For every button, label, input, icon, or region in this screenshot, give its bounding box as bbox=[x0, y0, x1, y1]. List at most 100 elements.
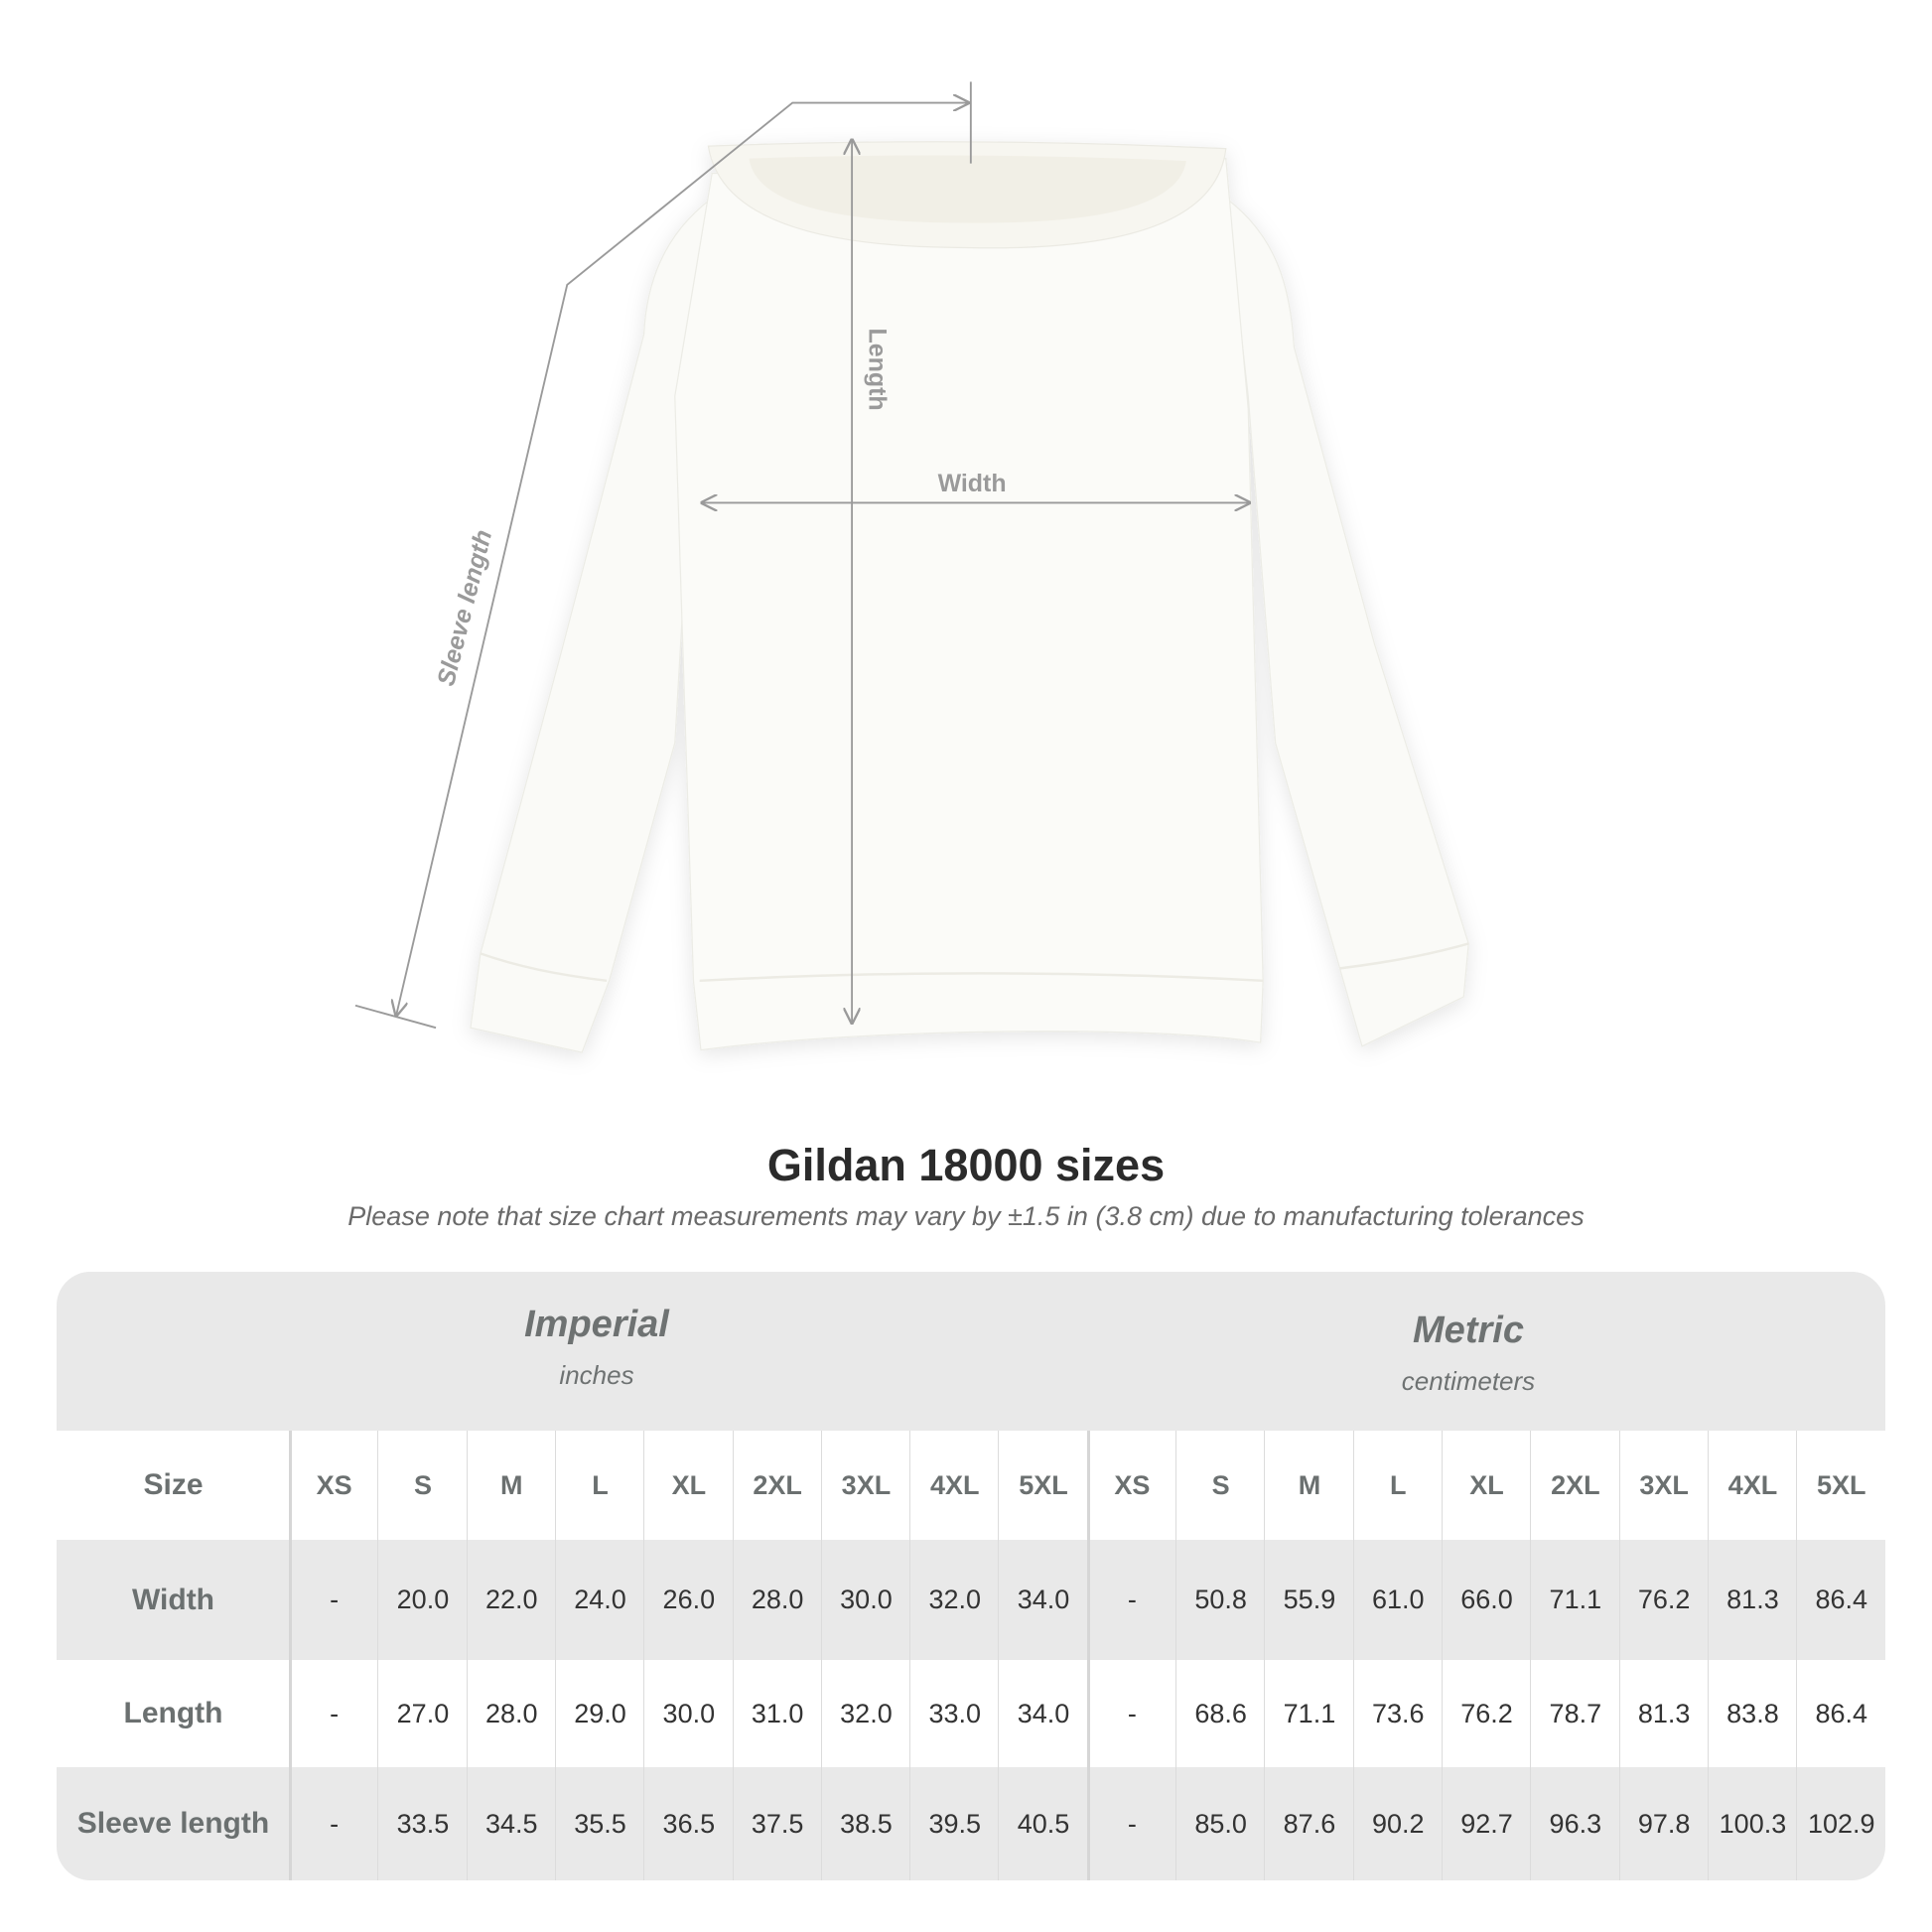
metric-value-cell: 66.0 bbox=[1460, 1585, 1513, 1614]
right-sleeve bbox=[1224, 197, 1469, 1047]
column-divider bbox=[1352, 1431, 1354, 1880]
imperial-value-cell: 34.0 bbox=[1017, 1585, 1070, 1614]
row-band-width bbox=[57, 1540, 1885, 1660]
imperial-value-cell: 34.0 bbox=[1017, 1698, 1070, 1728]
metric-size-header: M bbox=[1298, 1469, 1321, 1500]
metric-size-header: XS bbox=[1114, 1469, 1151, 1500]
metric-value-cell: 92.7 bbox=[1460, 1808, 1513, 1839]
column-divider bbox=[554, 1431, 556, 1880]
metric-value-cell: 102.9 bbox=[1807, 1808, 1875, 1839]
imperial-value-cell: 24.0 bbox=[574, 1585, 626, 1614]
imperial-value-cell: 32.0 bbox=[928, 1585, 982, 1614]
metric-value-cell: 55.9 bbox=[1283, 1585, 1336, 1614]
metric-value-cell: 100.3 bbox=[1719, 1808, 1787, 1839]
column-divider bbox=[1796, 1431, 1798, 1880]
size-header-label: Size bbox=[143, 1468, 204, 1501]
metric-value-cell: 71.1 bbox=[1549, 1585, 1602, 1614]
metric-value-cell: 68.6 bbox=[1194, 1698, 1247, 1728]
imperial-value-cell: - bbox=[330, 1585, 340, 1614]
column-divider bbox=[1530, 1431, 1532, 1880]
metric-value-cell: 86.4 bbox=[1815, 1585, 1868, 1614]
imperial-size-header: 2XL bbox=[753, 1469, 802, 1500]
metric-size-header: 3XL bbox=[1639, 1469, 1689, 1500]
size-table: Imperial inches Metric centimeters Size X… bbox=[57, 1272, 1885, 1880]
imperial-size-header: 4XL bbox=[929, 1469, 980, 1500]
imperial-size-header: L bbox=[592, 1469, 609, 1500]
imperial-value-cell: 34.5 bbox=[484, 1808, 538, 1839]
imperial-value-cell: 37.5 bbox=[751, 1808, 804, 1839]
sleeve-length-label: Sleeve length bbox=[432, 527, 497, 689]
imperial-value-cell: 29.0 bbox=[574, 1698, 626, 1728]
column-divider bbox=[732, 1431, 734, 1880]
imperial-title: Imperial bbox=[524, 1304, 669, 1345]
metric-value-cell: 85.0 bbox=[1194, 1808, 1247, 1839]
length-label: Length bbox=[864, 329, 892, 411]
column-divider bbox=[1086, 1431, 1090, 1880]
metric-size-header: 4XL bbox=[1727, 1469, 1778, 1500]
imperial-value-cell: - bbox=[330, 1808, 340, 1839]
column-divider bbox=[1264, 1431, 1266, 1880]
measurement-lines bbox=[354, 81, 1250, 1030]
column-divider bbox=[289, 1431, 292, 1880]
imperial-unit: inches bbox=[559, 1360, 634, 1390]
column-divider bbox=[1441, 1431, 1443, 1880]
page-title: Gildan 18000 sizes bbox=[766, 1140, 1166, 1190]
column-divider bbox=[1618, 1431, 1620, 1880]
metric-value-cell: 97.8 bbox=[1637, 1808, 1691, 1839]
imperial-value-cell: - bbox=[330, 1698, 340, 1728]
sweatshirt bbox=[470, 141, 1469, 1053]
metric-value-cell: 78.7 bbox=[1549, 1698, 1602, 1728]
metric-header: Metric centimeters bbox=[1121, 1310, 1816, 1397]
imperial-value-cell: 39.5 bbox=[928, 1808, 982, 1839]
row-label: Length bbox=[123, 1697, 223, 1729]
metric-value-cell: 76.2 bbox=[1460, 1698, 1513, 1728]
metric-value-cell: 86.4 bbox=[1815, 1698, 1868, 1728]
imperial-value-cell: 28.0 bbox=[484, 1698, 538, 1728]
imperial-size-header: 3XL bbox=[841, 1469, 892, 1500]
imperial-size-header: XS bbox=[316, 1469, 352, 1500]
row-band-sleeve bbox=[57, 1767, 1885, 1880]
metric-value-cell: 96.3 bbox=[1549, 1808, 1602, 1839]
imperial-size-header: 5XL bbox=[1019, 1469, 1068, 1500]
metric-title: Metric bbox=[1413, 1310, 1524, 1351]
imperial-value-cell: 31.0 bbox=[751, 1698, 804, 1728]
metric-size-header: L bbox=[1389, 1469, 1407, 1500]
column-divider bbox=[466, 1431, 468, 1880]
metric-unit: centimeters bbox=[1401, 1366, 1536, 1396]
imperial-size-header: XL bbox=[671, 1469, 707, 1500]
imperial-value-cell: 27.0 bbox=[396, 1698, 450, 1728]
imperial-value-cell: 36.5 bbox=[662, 1808, 716, 1839]
metric-value-cell: 83.8 bbox=[1726, 1698, 1779, 1728]
imperial-value-cell: 35.5 bbox=[574, 1808, 626, 1839]
row-label: Sleeve length bbox=[76, 1807, 270, 1840]
metric-value-cell: 81.3 bbox=[1637, 1698, 1691, 1728]
column-divider bbox=[1707, 1431, 1709, 1880]
imperial-value-cell: 30.0 bbox=[840, 1585, 893, 1614]
metric-size-header: 5XL bbox=[1816, 1469, 1866, 1500]
metric-value-cell: 76.2 bbox=[1637, 1585, 1691, 1614]
metric-value-cell: 73.6 bbox=[1371, 1698, 1425, 1728]
imperial-value-cell: 30.0 bbox=[662, 1698, 716, 1728]
column-divider bbox=[909, 1431, 911, 1880]
metric-value-cell: - bbox=[1127, 1585, 1137, 1614]
column-divider bbox=[377, 1431, 379, 1880]
imperial-value-cell: 38.5 bbox=[840, 1808, 893, 1839]
imperial-header: Imperial inches bbox=[249, 1304, 944, 1391]
imperial-value-cell: 33.0 bbox=[928, 1698, 982, 1728]
body bbox=[674, 158, 1264, 1051]
metric-value-cell: - bbox=[1127, 1698, 1137, 1728]
metric-value-cell: 90.2 bbox=[1371, 1808, 1425, 1839]
column-divider bbox=[643, 1431, 645, 1880]
metric-value-cell: 81.3 bbox=[1726, 1585, 1779, 1614]
imperial-value-cell: 40.5 bbox=[1017, 1808, 1070, 1839]
imperial-value-cell: 33.5 bbox=[396, 1808, 450, 1839]
column-divider bbox=[820, 1431, 822, 1880]
column-divider bbox=[1175, 1431, 1176, 1880]
tolerance-note: Please note that size chart measurements… bbox=[347, 1201, 1585, 1231]
imperial-size-header: S bbox=[413, 1469, 432, 1500]
imperial-value-cell: 20.0 bbox=[396, 1585, 450, 1614]
row-label: Width bbox=[131, 1583, 215, 1616]
sleeve-length-line bbox=[396, 103, 968, 1016]
column-divider bbox=[998, 1431, 1000, 1880]
metric-size-header: 2XL bbox=[1551, 1469, 1600, 1500]
